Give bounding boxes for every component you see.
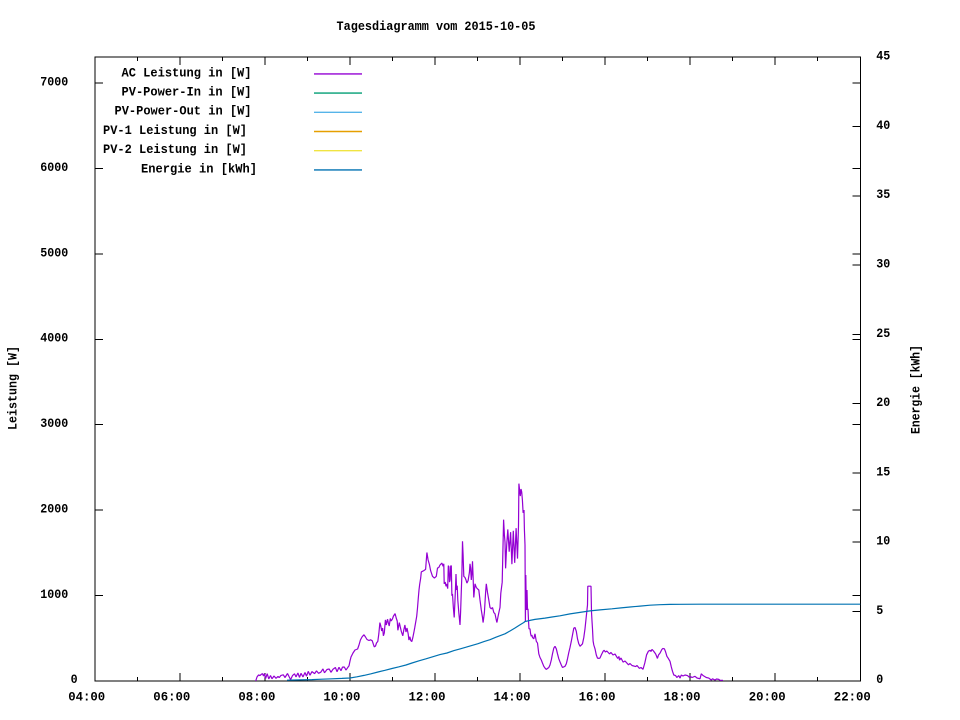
- svg-text:3000: 3000: [40, 416, 68, 431]
- svg-text:Leistung [W]: Leistung [W]: [6, 346, 21, 430]
- svg-text:08:00: 08:00: [238, 690, 275, 705]
- svg-text:PV-1 Leistung in [W]: PV-1 Leistung in [W]: [103, 123, 247, 138]
- svg-text:PV-Power-In in [W]: PV-Power-In in [W]: [122, 85, 252, 100]
- svg-text:Tagesdiagramm vom 2015-10-05: Tagesdiagramm vom 2015-10-05: [337, 19, 536, 34]
- svg-text:AC Leistung in [W]: AC Leistung in [W]: [122, 65, 252, 80]
- svg-text:12:00: 12:00: [409, 690, 446, 705]
- svg-text:PV-Power-Out in [W]: PV-Power-Out in [W]: [115, 104, 252, 119]
- svg-text:1000: 1000: [40, 587, 68, 602]
- svg-text:4000: 4000: [40, 331, 68, 346]
- svg-text:04:00: 04:00: [68, 690, 105, 705]
- svg-text:Energie [kWh]: Energie [kWh]: [908, 345, 923, 434]
- svg-text:45: 45: [876, 49, 890, 64]
- svg-text:06:00: 06:00: [153, 690, 190, 705]
- svg-text:35: 35: [876, 187, 890, 202]
- svg-text:10:00: 10:00: [323, 690, 360, 705]
- svg-text:20:00: 20:00: [749, 690, 786, 705]
- svg-text:0: 0: [876, 672, 883, 687]
- svg-text:10: 10: [876, 534, 890, 549]
- svg-text:5: 5: [876, 603, 883, 618]
- svg-text:16:00: 16:00: [579, 690, 616, 705]
- svg-text:14:00: 14:00: [494, 690, 531, 705]
- svg-text:40: 40: [876, 118, 890, 133]
- svg-text:18:00: 18:00: [664, 690, 701, 705]
- svg-text:20: 20: [876, 395, 890, 410]
- svg-text:25: 25: [876, 326, 890, 341]
- svg-text:22:00: 22:00: [834, 690, 871, 705]
- svg-text:PV-2 Leistung in [W]: PV-2 Leistung in [W]: [103, 142, 247, 157]
- svg-text:5000: 5000: [40, 245, 68, 260]
- svg-text:30: 30: [876, 257, 890, 272]
- svg-text:6000: 6000: [40, 160, 68, 175]
- svg-text:7000: 7000: [40, 75, 68, 90]
- svg-text:2000: 2000: [40, 502, 68, 517]
- svg-text:0: 0: [71, 672, 78, 687]
- svg-text:15: 15: [876, 464, 890, 479]
- svg-text:Energie in [kWh]: Energie in [kWh]: [141, 161, 257, 176]
